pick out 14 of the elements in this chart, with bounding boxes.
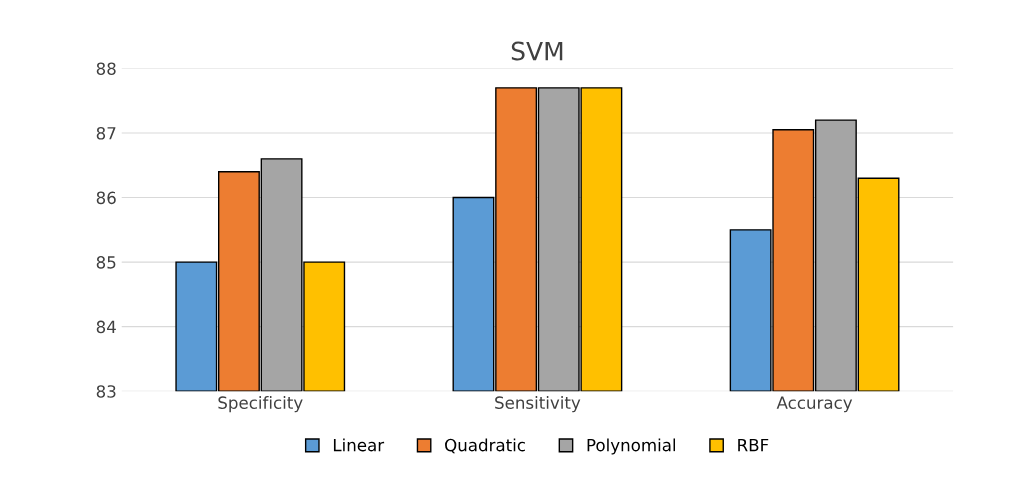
- legend-label: Linear: [333, 438, 385, 452]
- y-tick-label: 88: [96, 62, 116, 76]
- y-tick-label: 84: [96, 320, 116, 334]
- chart-title: SVM: [511, 41, 563, 61]
- y-tick-label: 87: [96, 126, 116, 140]
- x-tick-label: Sensitivity: [495, 396, 581, 413]
- legend-label: RBF: [738, 438, 769, 452]
- y-tick-label: 85: [96, 256, 116, 269]
- x-tick-label: Specificity: [218, 396, 303, 413]
- x-tick-label: Accuracy: [776, 396, 853, 413]
- y-tick-label: 86: [96, 191, 116, 205]
- legend-label: Quadratic: [445, 438, 525, 454]
- y-tick-label: 83: [96, 385, 116, 398]
- legend-label: Polynomial: [587, 438, 676, 455]
